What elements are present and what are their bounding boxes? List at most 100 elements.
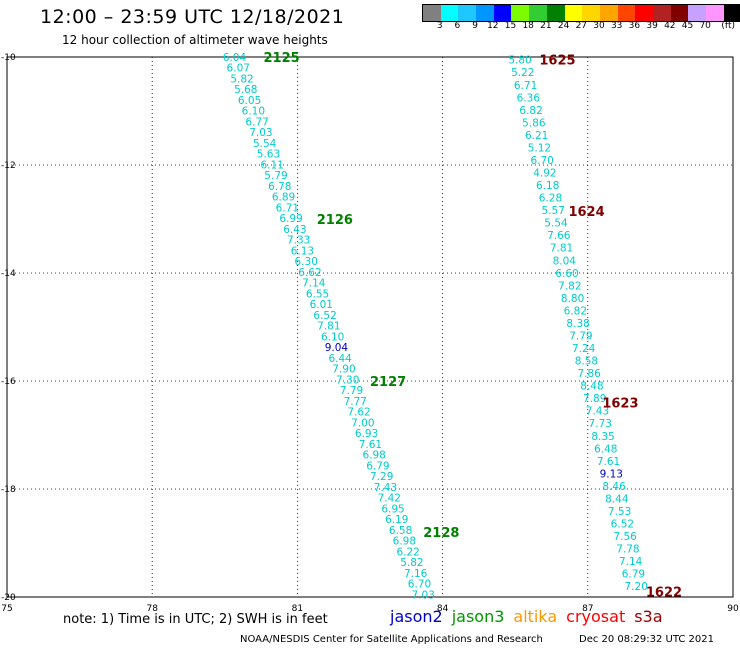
- orbit-number-label: 2126: [317, 213, 353, 228]
- colorbar-swatch: [546, 5, 565, 21]
- swh-value-s3a: 6.71: [514, 80, 537, 92]
- swh-value-s3a: 8.04: [553, 255, 577, 267]
- swh-value-jason3: 6.78: [268, 181, 291, 193]
- colorbar-level-label: 39: [646, 21, 658, 31]
- colorbar-level-label: 45: [681, 21, 694, 31]
- colorbar-swatch: [599, 5, 618, 21]
- orbit-number-label: 2125: [264, 51, 300, 66]
- swh-value-jason3: 6.07: [227, 63, 250, 75]
- lat-tick-label: -18: [1, 485, 16, 495]
- swh-value-s3a: 6.21: [525, 130, 548, 142]
- swh-value-s3a: 6.60: [555, 268, 578, 280]
- lat-tick-label: -10: [1, 53, 16, 63]
- swh-value-jason3: 6.98: [362, 450, 385, 462]
- swh-value-jason3: 6.19: [385, 514, 408, 526]
- swh-value-jason3: 6.11: [261, 159, 284, 171]
- lon-tick-label: 78: [146, 604, 158, 614]
- colorbar-swatch: [564, 5, 583, 21]
- colorbar-level-label: 21: [540, 21, 552, 31]
- swh-value-jason3: 5.63: [257, 149, 280, 161]
- swh-value-jason3: 7.81: [317, 321, 340, 333]
- swh-value-s3a: 7.73: [589, 418, 612, 430]
- colorbar-swatch: [458, 5, 477, 21]
- swh-value-jason3: 7.43: [374, 482, 397, 494]
- swh-value-jason3: 7.61: [359, 439, 382, 451]
- swh-value-jason3: 7.33: [287, 235, 310, 247]
- swh-value-s3a: 4.92: [533, 168, 556, 180]
- colorbar-level-label: 42: [664, 21, 676, 31]
- colorbar-unit-label: (ft): [721, 21, 735, 31]
- swh-value-jason3: 6.62: [298, 267, 321, 279]
- lat-tick-label: -20: [1, 593, 16, 603]
- swh-value-jason3: 5.79: [264, 170, 287, 182]
- swh-value-s3a: 6.52: [611, 519, 634, 531]
- swh-value-jason3: 6.52: [313, 310, 336, 322]
- swh-value-s3a: 7.79: [569, 330, 592, 342]
- colorbar-swatch: [493, 5, 512, 21]
- swh-value-s3a: 7.20: [625, 581, 648, 593]
- map-frame: [6, 56, 734, 598]
- swh-value-s3a: 5.57: [542, 205, 565, 217]
- swh-value-jason3: 7.00: [351, 417, 374, 429]
- swh-value-jason3: 6.22: [396, 546, 419, 558]
- colorbar-level-label: 24: [557, 21, 570, 31]
- lon-tick-label: 87: [582, 604, 593, 614]
- swh-value-jason3: 7.77: [344, 396, 367, 408]
- colorbar-level-label: 30: [593, 21, 605, 31]
- swh-value-jason3: 6.99: [279, 213, 302, 225]
- swh-value-s3a: 7.53: [608, 506, 631, 518]
- swh-value-s3a: 7.82: [558, 280, 581, 292]
- swh-value-jason3: 6.70: [408, 579, 431, 591]
- swh-value-s3a: 7.66: [547, 230, 571, 242]
- colorbar-level-label: 15: [504, 21, 517, 31]
- swh-value-jason3: 6.77: [245, 116, 268, 128]
- colorbar-swatch: [423, 5, 441, 21]
- colorbar-swatch: [652, 5, 671, 21]
- footnote: note: 1) Time is in UTC; 2) SWH is in fe…: [63, 612, 328, 627]
- swh-value-s3a: 6.18: [536, 180, 559, 192]
- swh-value-jason3: 6.89: [272, 192, 295, 204]
- swh-value-s3a: 6.48: [594, 443, 617, 455]
- colorbar-level-label: 36: [628, 21, 641, 31]
- lon-tick-label: 81: [292, 604, 303, 614]
- swh-value-s3a: 5.12: [528, 142, 551, 154]
- swh-value-jason3: 6.98: [393, 536, 416, 548]
- swh-value-jason3: 6.58: [389, 525, 412, 537]
- swh-value-jason3: 6.95: [381, 503, 404, 515]
- swh-value-s3a: 8.80: [561, 293, 584, 305]
- swh-value-s3a: 6.82: [519, 105, 542, 117]
- swh-value-jason3: 6.10: [242, 106, 265, 118]
- swh-value-s3a: 7.89: [583, 393, 606, 405]
- lon-tick-label: 84: [437, 604, 449, 614]
- swh-value-jason3: 5.54: [253, 138, 277, 150]
- swh-value-s3a: 7.43: [586, 406, 609, 418]
- swh-value-jason3: 7.62: [347, 407, 370, 419]
- page-title: 12:00 – 23:59 UTC 12/18/2021: [40, 6, 345, 28]
- colorbar-swatch: [706, 5, 724, 21]
- swh-value-s3a: 7.86: [577, 368, 601, 380]
- satellite-legend: jason2 jason3 altika cryosat s3a: [390, 607, 672, 626]
- swh-value-s3a: 8.38: [566, 318, 589, 330]
- swh-value-s3a: 7.78: [616, 544, 639, 556]
- lat-tick-label: -12: [1, 161, 16, 171]
- swh-value-jason3: 6.01: [310, 299, 333, 311]
- swh-value-jason3: 6.30: [295, 256, 318, 268]
- orbit-number-label: 1622: [646, 586, 682, 601]
- swh-value-s3a: 6.82: [564, 305, 587, 317]
- swh-value-s3a: 5.80: [508, 55, 531, 67]
- swh-value-jason3: 6.10: [321, 331, 344, 343]
- satellite-legend-cryosat: cryosat: [566, 607, 626, 626]
- swh-value-jason3: 6.93: [355, 428, 378, 440]
- colorbar-swatch: [617, 5, 636, 21]
- colorbar-level-label: 6: [454, 21, 461, 31]
- swh-value-jason3: 6.05: [238, 95, 261, 107]
- swh-value-s3a: 8.58: [575, 356, 598, 368]
- colorbar-swatch: [440, 5, 459, 21]
- lat-tick-label: -16: [1, 377, 16, 387]
- swh-value-jason3: 7.30: [336, 374, 359, 386]
- colorbar-level-label: 9: [472, 21, 478, 31]
- satellite-legend-jason2: jason2: [390, 607, 443, 626]
- swh-value-jason3: 7.42: [378, 493, 401, 505]
- colorbar-level-label: 27: [575, 21, 588, 31]
